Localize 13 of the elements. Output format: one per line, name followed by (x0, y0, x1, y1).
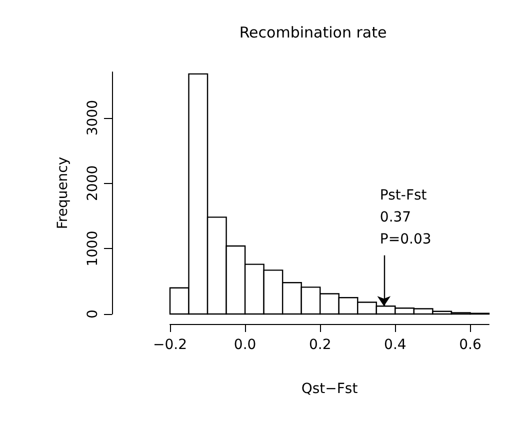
x-tick-label: 0.4 (384, 337, 406, 353)
x-tick-label: −0.2 (153, 337, 187, 353)
y-tick-label: 3000 (85, 100, 101, 136)
y-tick-label: 2000 (85, 165, 101, 202)
x-axis-title: Qst−Fst (301, 381, 358, 397)
x-tick-label: 0.0 (234, 337, 256, 353)
x-tick-label: 0.2 (308, 337, 332, 353)
y-tick-label: 0 (85, 310, 101, 318)
y-axis-title: Frequency (55, 156, 71, 230)
y-tick-label: 1000 (85, 230, 101, 266)
annotation: Pst-Fst 0.37 P=0.03 (380, 187, 432, 248)
x-tick-label: 0.6 (459, 337, 482, 353)
chart-title: Recombination rate (239, 24, 387, 42)
